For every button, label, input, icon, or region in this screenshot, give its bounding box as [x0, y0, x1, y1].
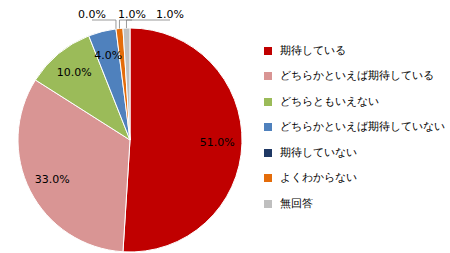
svg-text:4.0%: 4.0%: [94, 49, 122, 62]
svg-text:10.0%: 10.0%: [57, 66, 92, 79]
html-text:期待している: 期待している: [280, 43, 346, 57]
html-text:どちらかといえば期待している: どちらかといえば期待している: [280, 69, 434, 83]
svg-text:51.0%: 51.0%: [200, 136, 235, 149]
svg-text:1.0%: 1.0%: [156, 8, 184, 21]
html-text:どちらともいえない: どちらともいえない: [280, 94, 379, 108]
svg-text:33.0%: 33.0%: [35, 173, 70, 186]
html-text:期待していない: 期待していない: [280, 145, 357, 159]
svg-text:1.0%: 1.0%: [118, 8, 146, 21]
html-text:よくわからない: よくわからない: [280, 171, 357, 185]
svg-text:0.0%: 0.0%: [78, 8, 106, 21]
html-text:どちらかといえば期待していない: どちらかといえば期待していない: [280, 120, 445, 134]
html-text:無回答: 無回答: [280, 196, 313, 210]
